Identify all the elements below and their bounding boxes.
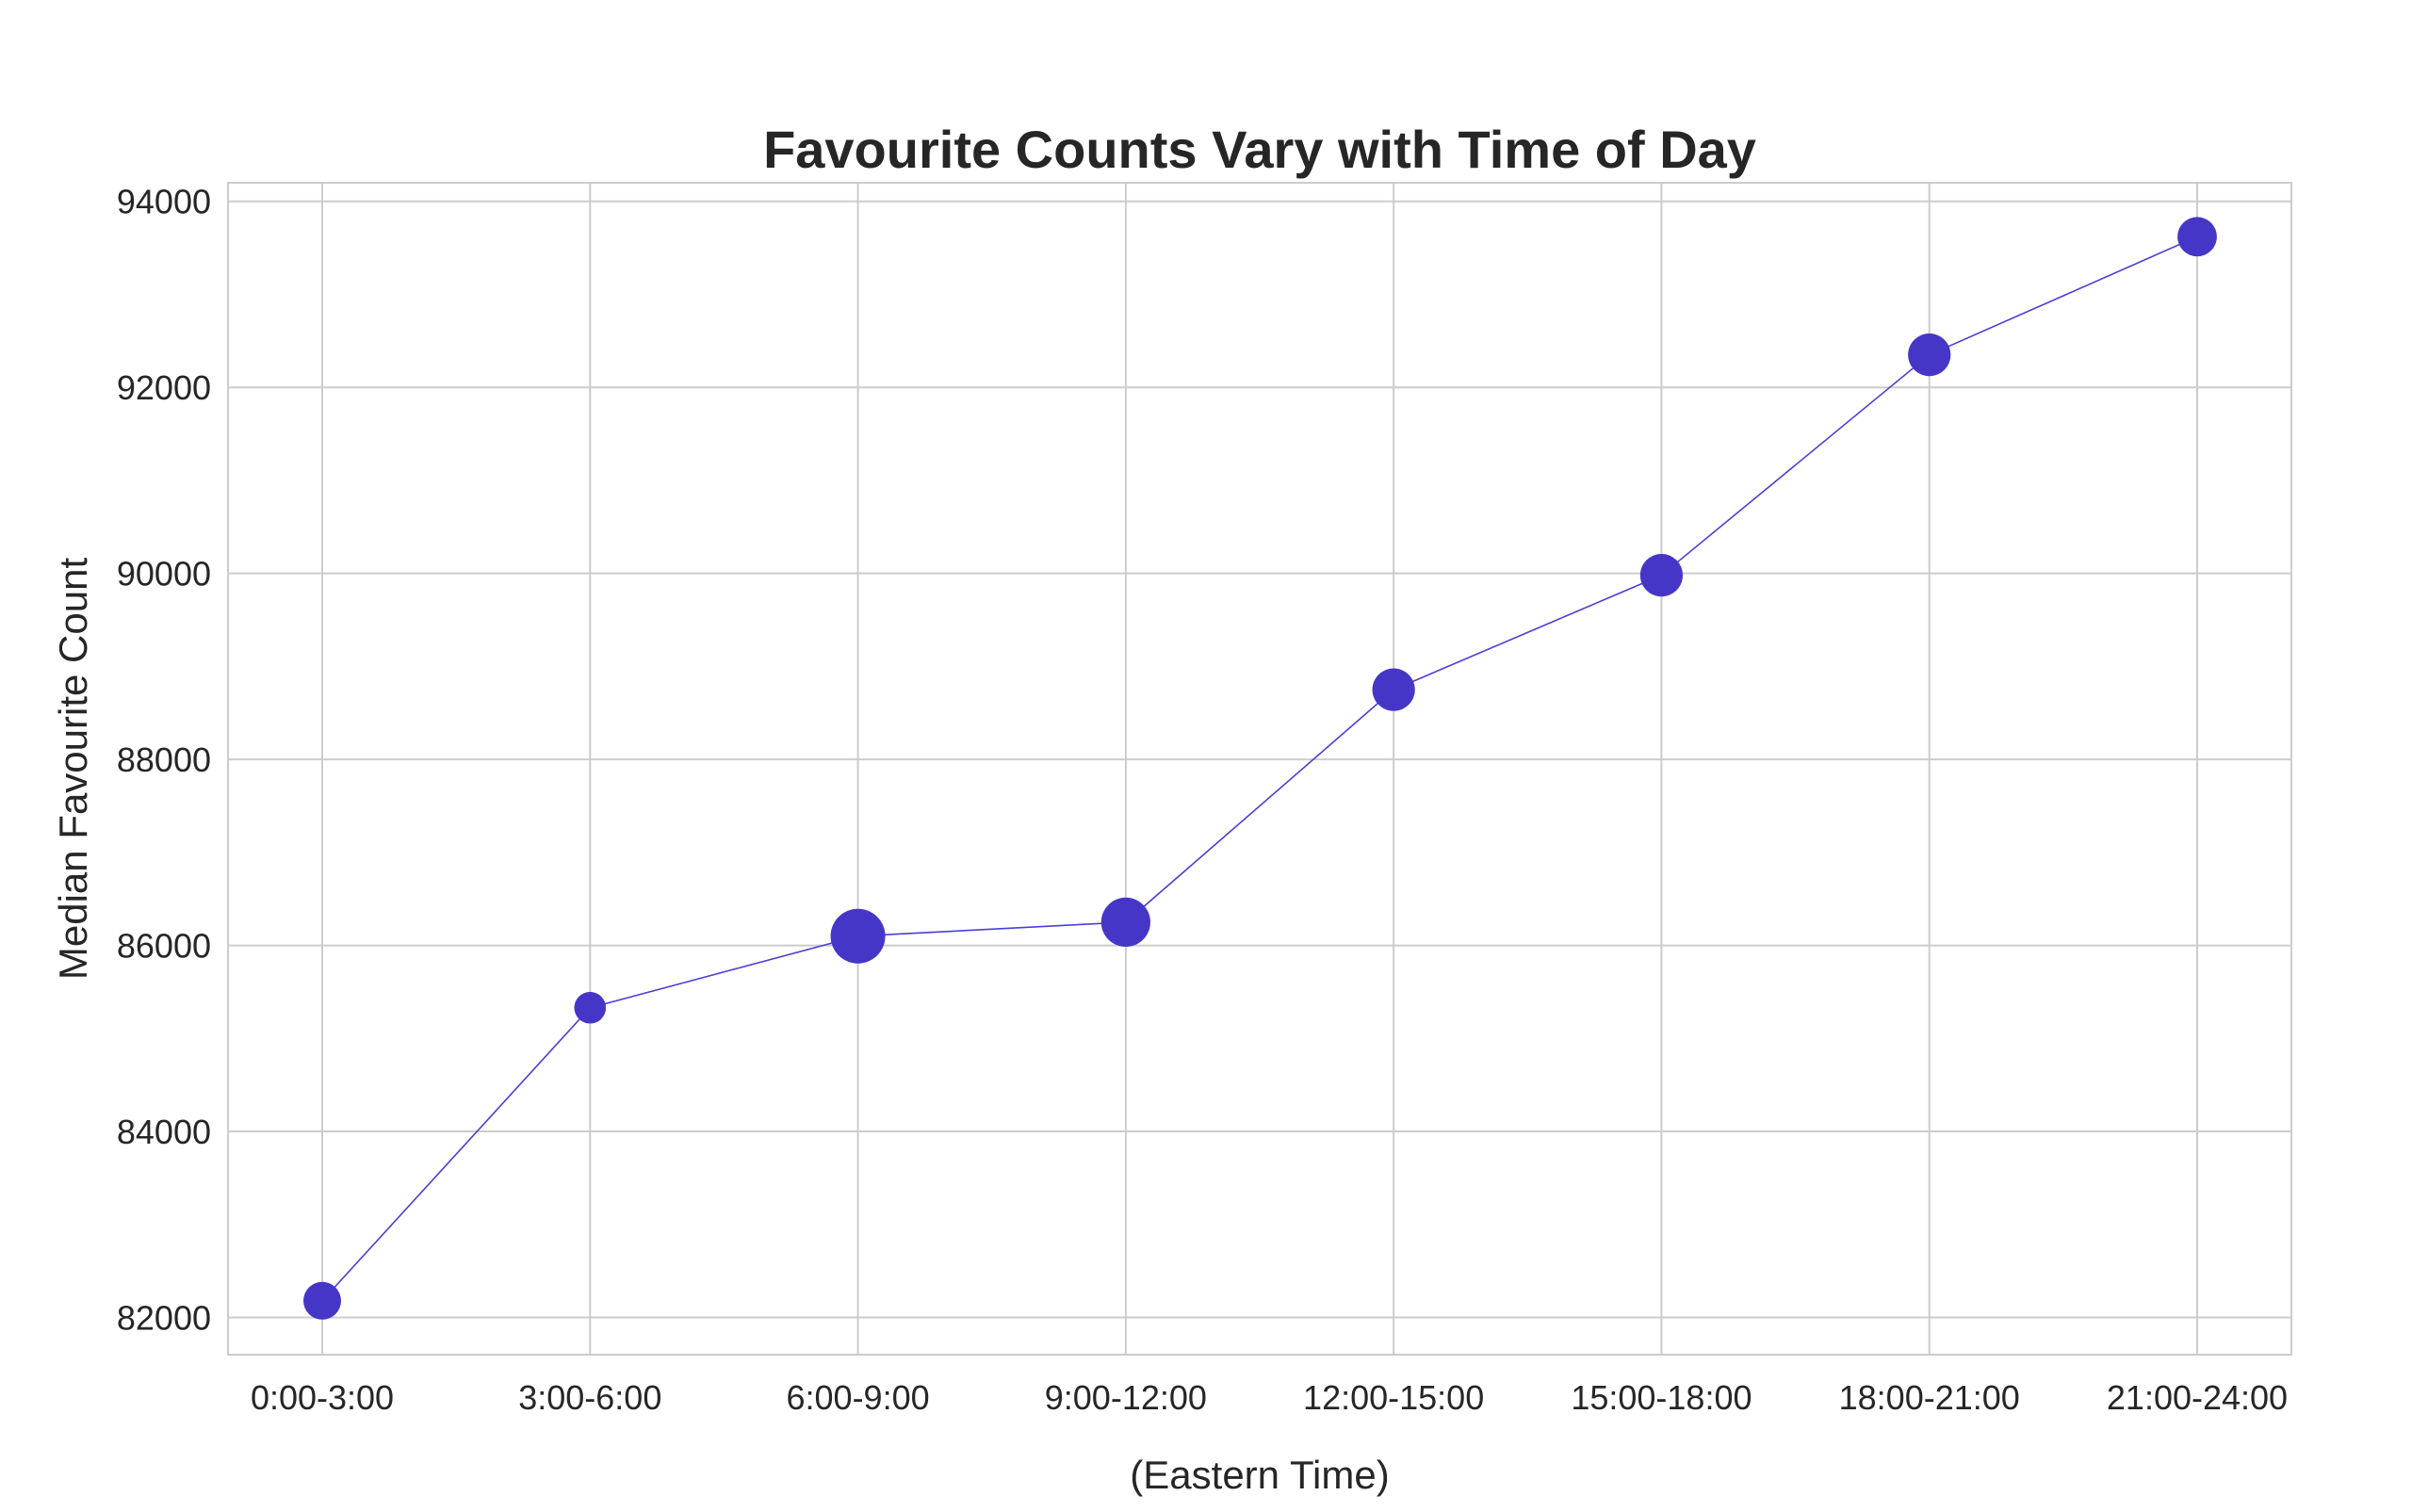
data-point (830, 908, 886, 964)
y-tick-label: 94000 (117, 183, 211, 221)
grid (228, 183, 2291, 1355)
y-axis-label: Median Favourite Count (51, 558, 95, 981)
data-point (2177, 217, 2217, 257)
x-tick-label: 6:00-9:00 (787, 1378, 930, 1417)
data-point (303, 1281, 341, 1320)
x-tick-label: 21:00-24:00 (2107, 1378, 2288, 1417)
y-tick-label: 82000 (117, 1299, 211, 1338)
plot-area (227, 182, 2292, 1356)
x-tick-label: 18:00-21:00 (1839, 1378, 2020, 1417)
x-tick-label: 0:00-3:00 (251, 1378, 394, 1417)
y-axis-ticks: 82000 84000 86000 88000 90000 92000 94000 (117, 183, 211, 1338)
data-point (1100, 897, 1150, 948)
x-axis-ticks: 0:00-3:00 3:00-6:00 6:00-9:00 9:00-12:00 12:… (251, 1378, 2288, 1417)
x-axis-label: (Eastern Time) (1130, 1453, 1389, 1497)
data-point (1372, 668, 1415, 711)
series (303, 217, 2217, 1320)
x-tick-label: 15:00-18:00 (1571, 1378, 1752, 1417)
y-tick-label: 90000 (117, 555, 211, 593)
x-tick-label: 12:00-15:00 (1303, 1378, 1484, 1417)
chart-title: Favourite Counts Vary with Time of Day (763, 120, 1756, 179)
y-tick-label: 84000 (117, 1113, 211, 1151)
y-tick-label: 92000 (117, 368, 211, 407)
y-tick-label: 88000 (117, 740, 211, 779)
y-tick-label: 86000 (117, 927, 211, 966)
data-point (1908, 333, 1951, 377)
series-line (321, 236, 2198, 1302)
data-point (574, 991, 607, 1024)
data-point (1639, 554, 1684, 597)
x-tick-label: 3:00-6:00 (518, 1378, 661, 1417)
x-tick-label: 9:00-12:00 (1045, 1378, 1207, 1417)
